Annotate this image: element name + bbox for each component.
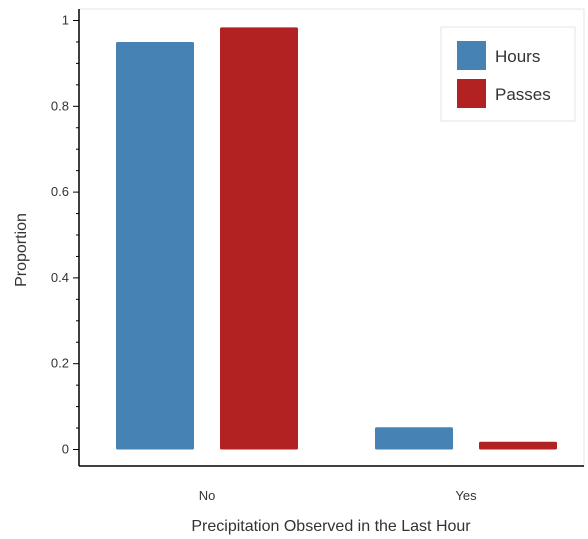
y-tick-label: 0.4 xyxy=(51,270,69,285)
y-axis-ticks: 0 0.2 0.4 0.6 0.8 1 xyxy=(51,13,79,457)
legend: Hours Passes xyxy=(440,26,576,122)
x-tick-label: No xyxy=(199,488,216,503)
bar-hours-no xyxy=(116,41,194,450)
legend-swatch-passes xyxy=(457,79,486,108)
legend-label-passes: Passes xyxy=(495,85,551,104)
x-tick-label: Yes xyxy=(455,488,477,503)
legend-swatch-hours xyxy=(457,41,486,70)
y-tick-label: 0.8 xyxy=(51,98,69,113)
bar-passes-yes xyxy=(479,441,557,450)
y-axis-title: Proportion xyxy=(13,213,30,287)
x-axis-tick-labels: No Yes xyxy=(199,488,477,503)
y-tick-label: 0.6 xyxy=(51,184,69,199)
y-tick-label: 1 xyxy=(62,13,69,28)
y-tick-label: 0.2 xyxy=(51,356,69,371)
legend-label-hours: Hours xyxy=(495,47,540,66)
bars-group xyxy=(116,27,557,450)
y-tick-label: 0 xyxy=(62,442,69,457)
x-axis-title: Precipitation Observed in the Last Hour xyxy=(191,518,471,535)
bar-passes-no xyxy=(220,27,298,450)
bar-hours-yes xyxy=(375,427,453,450)
